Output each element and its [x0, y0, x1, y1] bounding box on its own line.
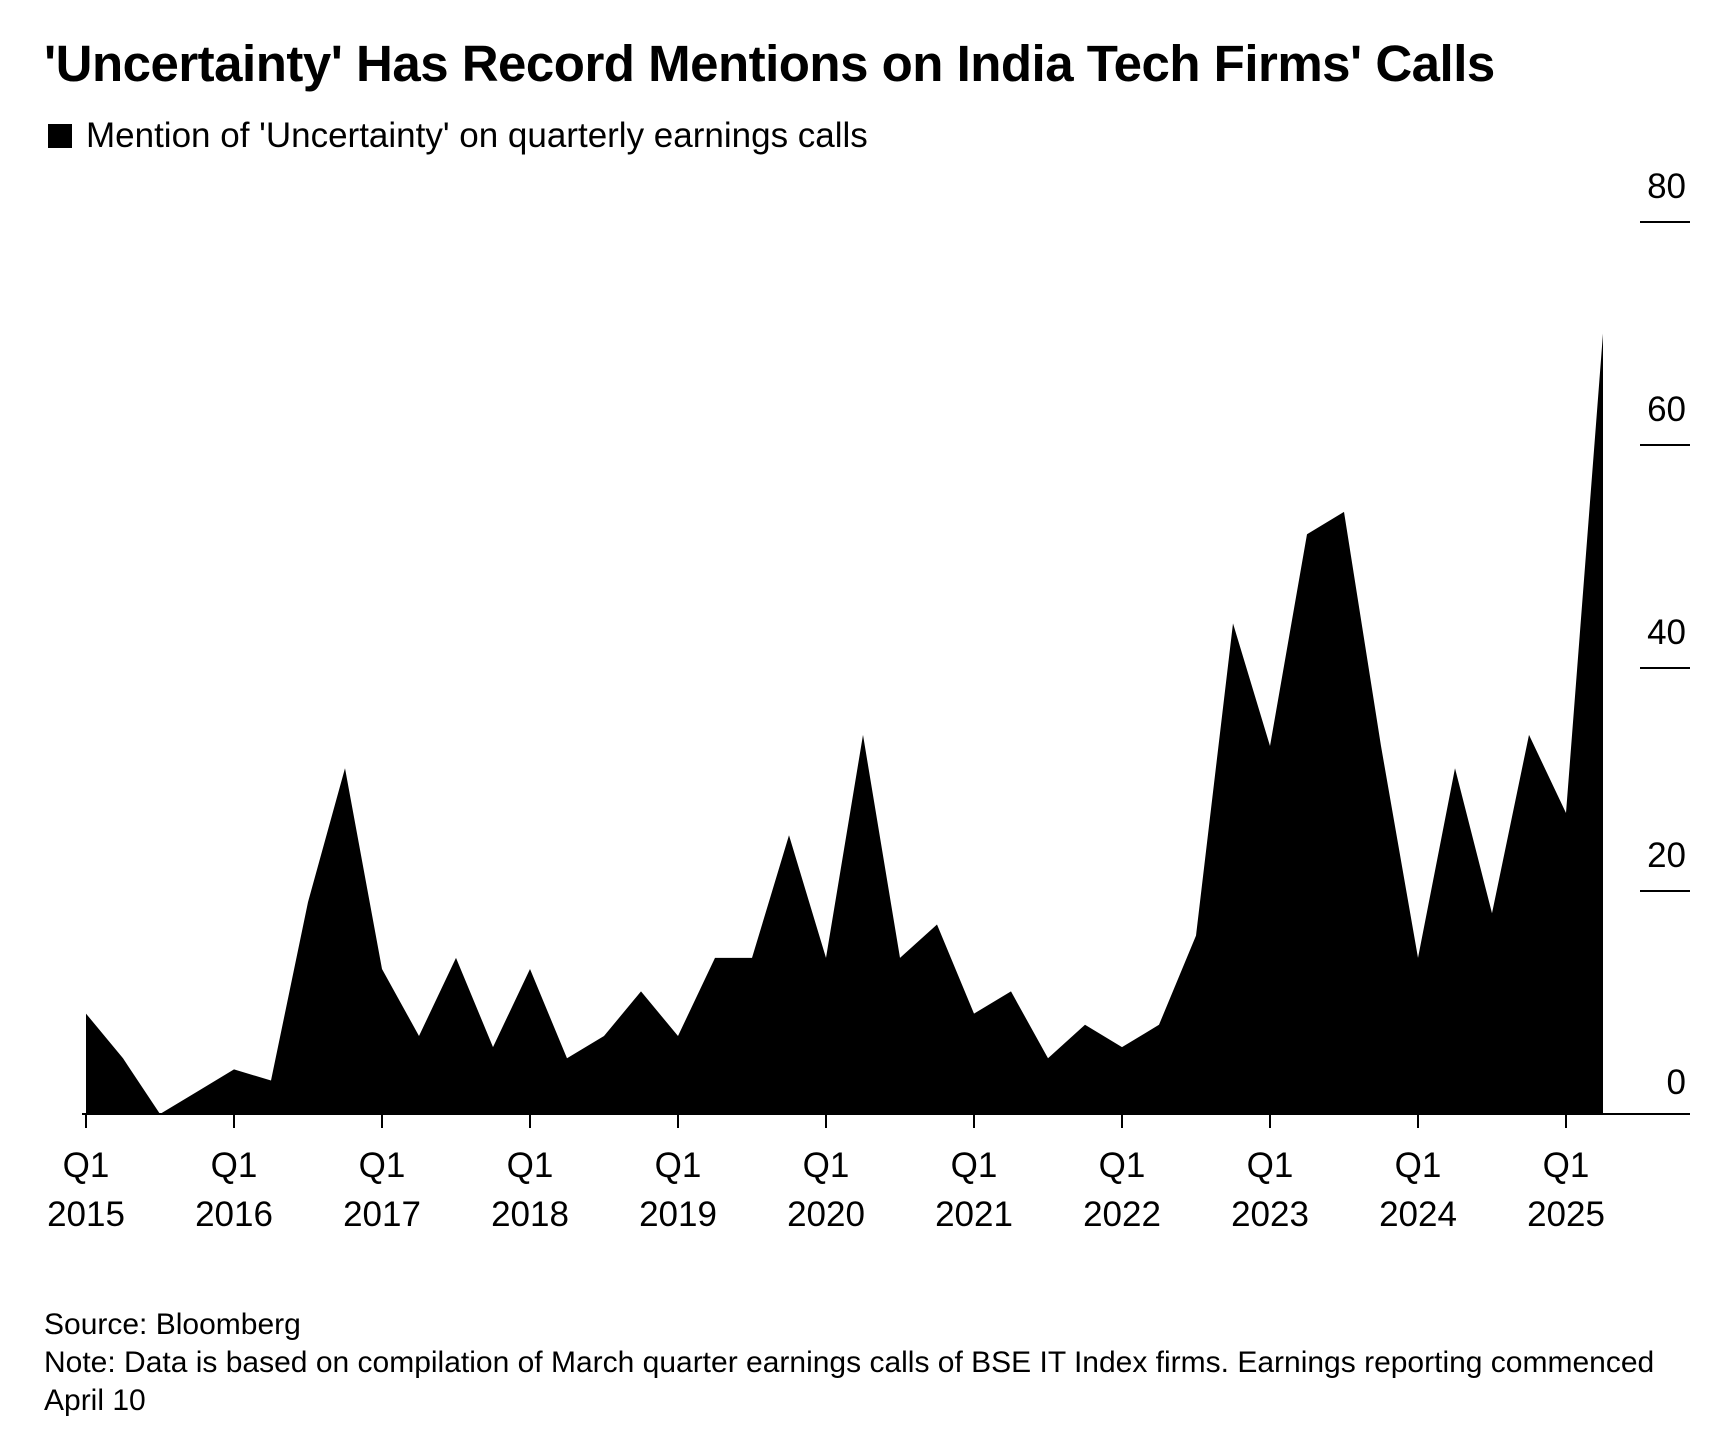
legend-swatch: [48, 124, 72, 148]
x-tick-label-year-4: 2019: [639, 1195, 717, 1234]
chart-title: 'Uncertainty' Has Record Mentions on Ind…: [44, 35, 1495, 92]
x-tick-label-year-2: 2017: [343, 1195, 421, 1234]
x-tick-label-quarter-3: Q1: [507, 1146, 554, 1185]
x-tick-label-quarter-10: Q1: [1543, 1146, 1590, 1185]
x-tick-label-year-9: 2024: [1379, 1195, 1457, 1234]
x-tick-label-quarter-9: Q1: [1395, 1146, 1442, 1185]
y-tick-label-60: 60: [1647, 390, 1686, 429]
x-tick-label-year-10: 2025: [1527, 1195, 1605, 1234]
x-tick-label-quarter-7: Q1: [1099, 1146, 1146, 1185]
area-series-0: [86, 333, 1603, 1114]
x-tick-label-quarter-8: Q1: [1247, 1146, 1294, 1185]
source-note: Source: Bloomberg: [44, 1308, 301, 1341]
legend-label: Mention of 'Uncertainty' on quarterly ea…: [86, 116, 868, 155]
y-tick-label-80: 80: [1647, 167, 1686, 206]
x-tick-label-year-1: 2016: [195, 1195, 273, 1234]
x-tick-label-quarter-6: Q1: [951, 1146, 998, 1185]
x-tick-label-year-5: 2020: [787, 1195, 865, 1234]
x-tick-label-quarter-5: Q1: [803, 1146, 850, 1185]
legend: Mention of 'Uncertainty' on quarterly ea…: [48, 116, 868, 156]
x-tick-label-year-0: 2015: [47, 1195, 125, 1234]
x-tick-label-year-6: 2021: [935, 1195, 1013, 1234]
y-tick-label-20: 20: [1647, 836, 1686, 875]
y-tick-label-0: 0: [1667, 1063, 1686, 1102]
x-tick-label-quarter-0: Q1: [63, 1146, 110, 1185]
x-tick-label-year-7: 2022: [1083, 1195, 1161, 1234]
x-tick-label-year-8: 2023: [1231, 1195, 1309, 1234]
x-tick-label-quarter-4: Q1: [655, 1146, 702, 1185]
x-tick-label-year-3: 2018: [491, 1195, 569, 1234]
data-note: Note: Data is based on compilation of Ma…: [44, 1346, 1655, 1417]
x-tick-label-quarter-2: Q1: [359, 1146, 406, 1185]
chart-plot: 0 20 40 60 80 Q1 2015 Q1 2016 Q1 2017 Q1 2018 Q1 2019 Q…: [47, 167, 1690, 1234]
chart-footer: Source: Bloomberg Note: Data is based on…: [44, 1306, 1664, 1420]
y-tick-label-40: 40: [1647, 613, 1686, 652]
x-tick-label-quarter-1: Q1: [211, 1146, 258, 1185]
